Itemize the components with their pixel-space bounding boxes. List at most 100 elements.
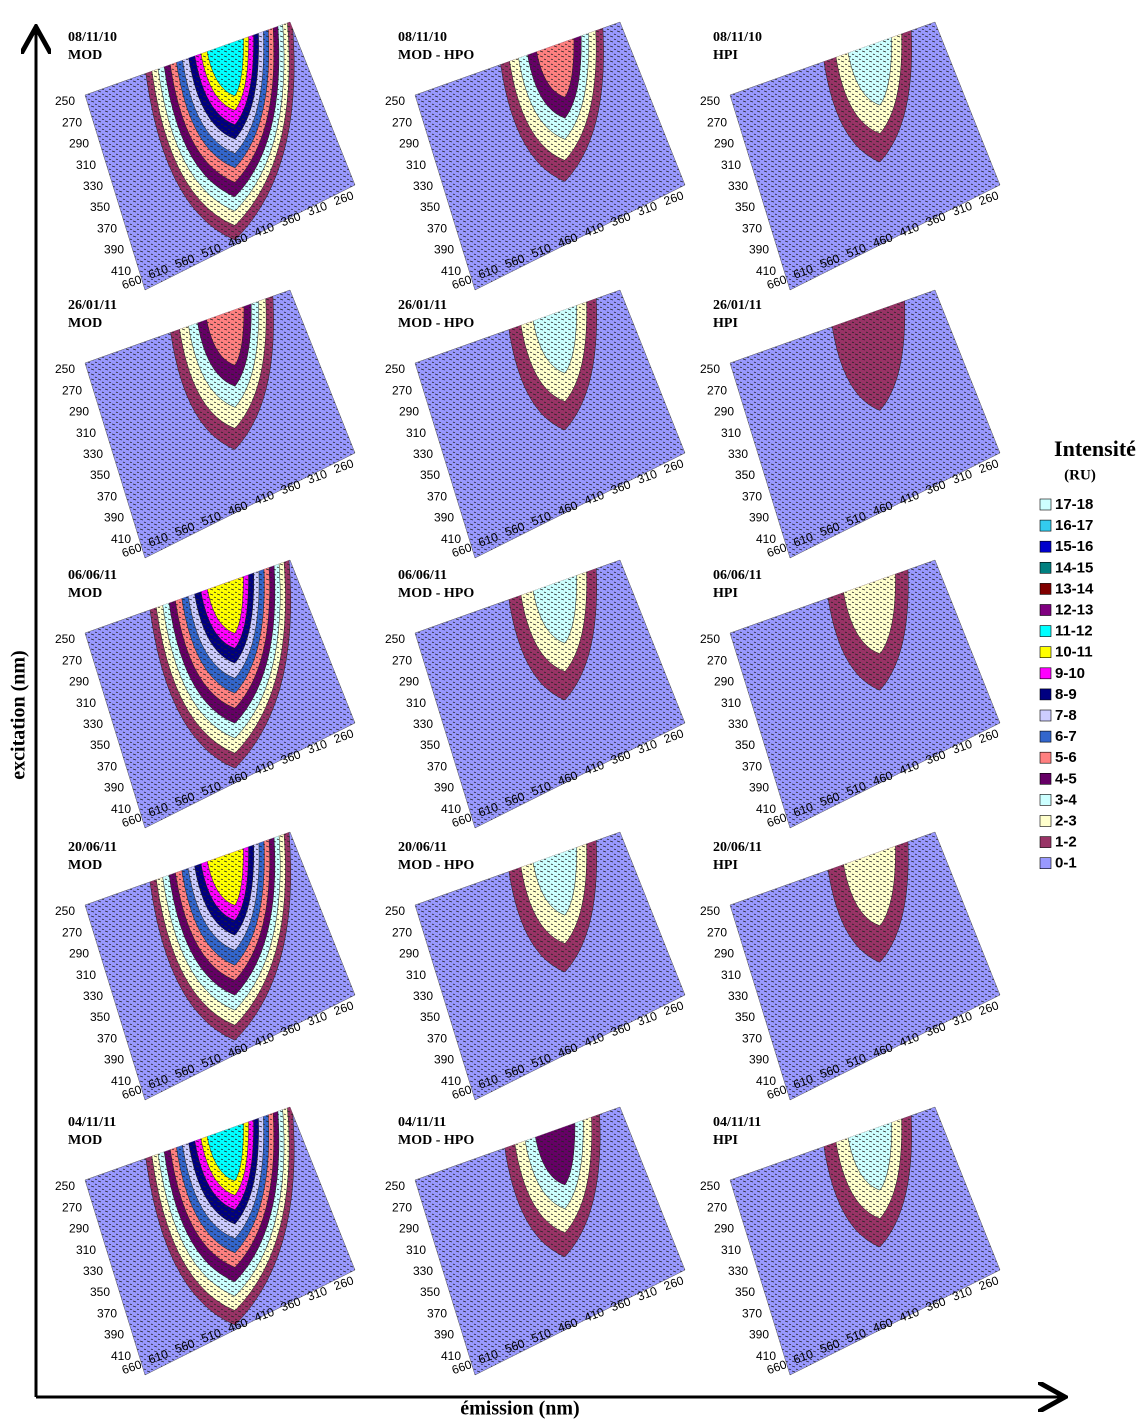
x-tick-label: 460 — [871, 230, 895, 250]
y-tick-label: 350 — [420, 1285, 440, 1299]
y-tick-label: 350 — [90, 738, 110, 752]
y-tick-label: 290 — [69, 137, 89, 151]
x-tick-label: 660 — [450, 810, 474, 830]
x-tick-label: 560 — [503, 1336, 527, 1356]
panel: 04/11/11HPI25027029031033035037039041066… — [700, 1106, 1001, 1377]
x-tick-label: 510 — [529, 1326, 553, 1346]
panel-date: 20/06/11 — [398, 840, 447, 855]
x-tick-label: 660 — [450, 272, 474, 292]
panel: 20/06/11HPI25027029031033035037039041066… — [700, 831, 1001, 1102]
panel-label: MOD - HPO — [398, 858, 474, 873]
legend-title: Intensité — [1054, 436, 1136, 461]
x-tick-label: 310 — [305, 737, 329, 757]
y-tick-label: 350 — [420, 738, 440, 752]
legend-label: 11-12 — [1055, 623, 1093, 640]
y-tick-label: 410 — [441, 1349, 461, 1363]
x-tick-label: 360 — [609, 477, 633, 497]
panel: 04/11/11MOD25027029031033035037039041066… — [55, 1106, 356, 1377]
y-tick-label: 330 — [728, 179, 748, 193]
x-tick-label: 360 — [609, 1019, 633, 1039]
x-tick-label: 510 — [844, 779, 868, 799]
texture — [415, 832, 685, 1100]
x-tick-label: 610 — [791, 1347, 815, 1367]
legend-label: 4-5 — [1055, 770, 1077, 787]
y-tick-label: 350 — [90, 200, 110, 214]
y-tick-label: 290 — [69, 675, 89, 689]
y-tick-label: 250 — [700, 904, 720, 918]
x-tick-label: 310 — [305, 467, 329, 487]
x-tick-label: 360 — [924, 1294, 948, 1314]
panel-date: 08/11/10 — [713, 30, 762, 45]
y-tick-label: 390 — [104, 1053, 124, 1067]
x-tick-label: 460 — [556, 230, 580, 250]
y-tick-label: 270 — [62, 1200, 82, 1214]
panel: 08/11/10MOD25027029031033035037039041066… — [55, 21, 356, 292]
y-tick-label: 410 — [756, 532, 776, 546]
x-tick-label: 660 — [120, 1082, 144, 1102]
x-tick-label: 460 — [226, 1315, 250, 1335]
x-tick-label: 360 — [924, 477, 948, 497]
x-tick-label: 510 — [529, 1051, 553, 1071]
y-tick-label: 390 — [434, 781, 454, 795]
x-tick-label: 560 — [503, 1061, 527, 1081]
panel-date: 04/11/11 — [68, 1115, 116, 1130]
y-tick-label: 310 — [76, 426, 96, 440]
panel-date: 06/06/11 — [398, 568, 447, 583]
x-tick-label: 360 — [279, 747, 303, 767]
y-tick-label: 330 — [83, 989, 103, 1003]
x-tick-label: 510 — [529, 779, 553, 799]
x-tick-label: 360 — [279, 1294, 303, 1314]
y-tick-label: 410 — [756, 264, 776, 278]
x-tick-label: 610 — [146, 800, 170, 820]
panel-date: 20/06/11 — [713, 840, 762, 855]
x-tick-label: 460 — [556, 1315, 580, 1335]
x-tick-label: 310 — [950, 467, 974, 487]
x-tick-label: 410 — [897, 758, 921, 778]
x-tick-label: 260 — [332, 998, 356, 1018]
y-tick-label: 330 — [413, 447, 433, 461]
x-tick-label: 410 — [582, 220, 606, 240]
y-tick-label: 390 — [749, 243, 769, 257]
legend-label: 12-13 — [1055, 601, 1093, 618]
x-tick-label: 560 — [173, 1061, 197, 1081]
x-tick-label: 410 — [252, 220, 276, 240]
x-tick-label: 310 — [635, 1284, 659, 1304]
texture — [730, 832, 1000, 1100]
x-tick-label: 560 — [503, 789, 527, 809]
x-tick-label: 610 — [476, 1347, 500, 1367]
x-tick-label: 610 — [791, 530, 815, 550]
x-tick-label: 360 — [609, 209, 633, 229]
x-tick-label: 560 — [173, 1336, 197, 1356]
y-tick-label: 270 — [392, 115, 412, 129]
y-tick-label: 390 — [104, 243, 124, 257]
y-tick-label: 290 — [69, 947, 89, 961]
x-tick-label: 560 — [173, 789, 197, 809]
y-tick-label: 390 — [434, 1328, 454, 1342]
y-tick-label: 310 — [721, 696, 741, 710]
y-tick-label: 370 — [427, 759, 447, 773]
x-tick-label: 260 — [332, 1273, 356, 1293]
y-tick-label: 390 — [749, 1328, 769, 1342]
legend-label: 15-16 — [1055, 538, 1093, 555]
x-tick-label: 610 — [476, 530, 500, 550]
x-tick-label: 360 — [279, 209, 303, 229]
legend-swatch — [1039, 815, 1052, 827]
y-tick-label: 310 — [76, 968, 96, 982]
y-tick-label: 330 — [728, 1264, 748, 1278]
panel-date: 26/01/11 — [68, 298, 117, 313]
x-tick-label: 660 — [765, 272, 789, 292]
panel-label: MOD — [68, 48, 102, 63]
y-tick-label: 330 — [83, 179, 103, 193]
y-tick-label: 330 — [413, 717, 433, 731]
x-tick-label: 560 — [818, 251, 842, 271]
y-tick-label: 290 — [714, 1222, 734, 1236]
panel: 08/11/10 MOD - HPO 250 270 290 310 330 350 370 39… — [385, 21, 686, 292]
x-tick-label: 310 — [635, 199, 659, 219]
y-tick-label: 410 — [756, 1349, 776, 1363]
x-tick-label: 310 — [950, 199, 974, 219]
texture — [85, 290, 355, 558]
y-tick-label: 270 — [707, 1200, 727, 1214]
y-tick-label: 370 — [427, 1306, 447, 1320]
y-tick-label: 350 — [735, 1285, 755, 1299]
panel-label: MOD — [68, 586, 102, 601]
